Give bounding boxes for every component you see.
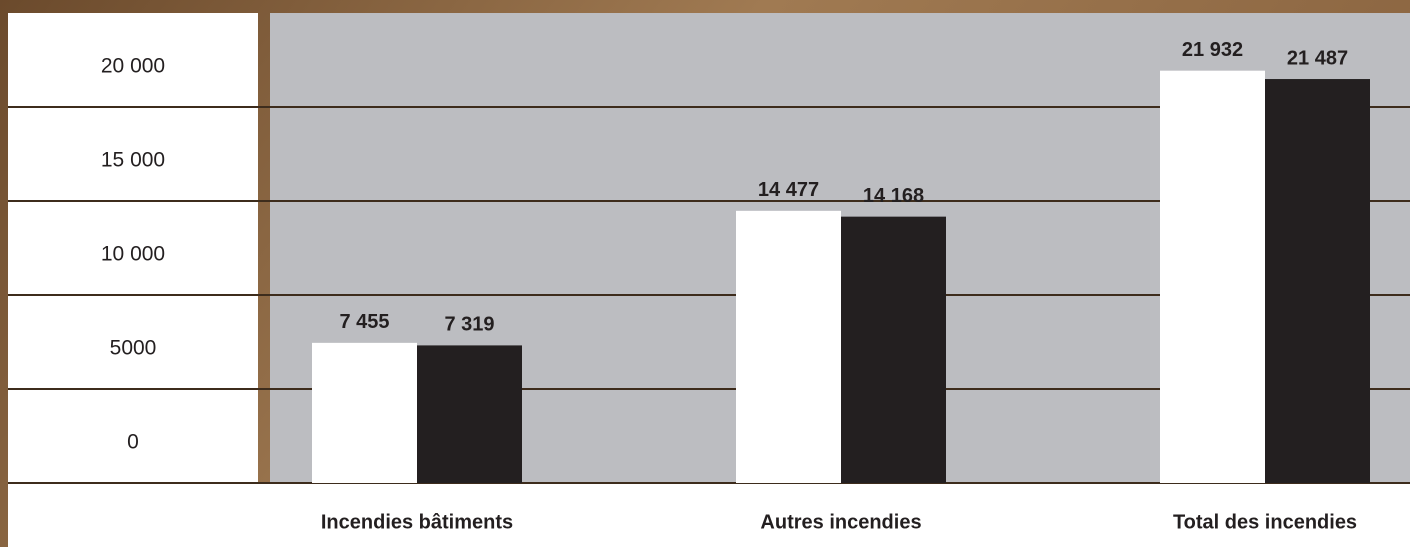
y-tick-label: 0: [127, 431, 139, 454]
chart: 0 5000 10 000 15 000 20 000 Incendies bâtimen…: [0, 0, 1410, 547]
x-tick-label: Incendies bâtiments: [321, 511, 513, 533]
bar: [841, 217, 946, 483]
bar: [736, 211, 841, 483]
bar: [312, 343, 417, 483]
y-tick-label: 10 000: [101, 243, 165, 266]
y-tick-label: 20 000: [101, 55, 165, 78]
bar: [1265, 79, 1370, 483]
value-label: 21 932: [1182, 39, 1243, 61]
value-label: 7 455: [339, 311, 389, 333]
x-tick-label: Total des incendies: [1173, 511, 1357, 533]
y-tick-label: 5000: [110, 337, 157, 360]
value-label: 14 477: [758, 179, 819, 201]
bar: [417, 345, 522, 483]
value-label: 21 487: [1287, 47, 1348, 69]
value-label: 14 168: [863, 185, 924, 207]
y-tick-label: 15 000: [101, 149, 165, 172]
value-label: 7 319: [444, 314, 494, 336]
x-tick-label: Autres incendies: [760, 511, 921, 533]
bar: [1160, 71, 1265, 483]
